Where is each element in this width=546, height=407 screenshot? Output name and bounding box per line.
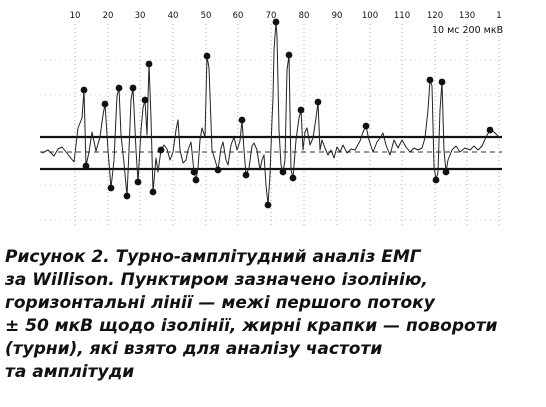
turn-point xyxy=(123,192,131,200)
turn-point xyxy=(129,84,137,92)
turn-point xyxy=(82,162,90,170)
tick-label: 30 xyxy=(135,11,146,21)
turn-point xyxy=(190,168,198,176)
scale-label: 10 мс 200 мкВ xyxy=(432,25,503,36)
turn-point xyxy=(141,96,149,104)
turn-point xyxy=(432,176,440,184)
tick-label: 100 xyxy=(362,11,378,21)
emg-trace xyxy=(41,21,501,206)
turn-point xyxy=(442,168,450,176)
caption-line: горизонтальні лінії — межі першого поток… xyxy=(5,293,435,313)
emg-chart: 10 20 30 40 50 60 70 80 90 100 110 120 130 1 10 мс 20… xyxy=(40,11,503,228)
turn-point xyxy=(242,171,250,179)
turn-point xyxy=(238,116,246,124)
tick-label: 80 xyxy=(299,11,310,21)
turn-point xyxy=(149,188,157,196)
turn-point xyxy=(362,122,370,130)
turn-point xyxy=(101,100,109,108)
emg-figure: 10 20 30 40 50 60 70 80 90 100 110 120 130 1 10 мс 20… xyxy=(40,11,503,228)
tick-label: 130 xyxy=(459,11,475,21)
caption-line: Рисунок 2. Турно-амплітудний аналіз ЕМГ xyxy=(5,247,421,267)
turn-point xyxy=(438,78,446,86)
turn-point xyxy=(115,84,123,92)
tick-label: 110 xyxy=(394,11,410,21)
turn-point xyxy=(426,76,434,84)
tick-label: 10 xyxy=(70,11,81,21)
turn-point xyxy=(264,201,272,209)
turn-point xyxy=(192,176,200,184)
turn-point xyxy=(486,126,494,134)
turn-point xyxy=(80,86,88,94)
turn-points xyxy=(80,18,494,209)
caption-line: (турни), які взято для аналізу частоти xyxy=(5,339,383,359)
tick-label: 120 xyxy=(427,11,443,21)
turn-point xyxy=(289,174,297,182)
caption-line: ± 50 мкВ щодо ізолінії, жирні крапки — п… xyxy=(5,316,498,336)
tick-label: 70 xyxy=(266,11,277,21)
tick-label: 50 xyxy=(201,11,212,21)
turn-point xyxy=(314,98,322,106)
turn-point xyxy=(157,146,165,154)
turn-point xyxy=(285,51,293,59)
turn-point xyxy=(279,168,287,176)
tick-label: 20 xyxy=(103,11,114,21)
turn-point xyxy=(134,178,142,186)
caption-line: за Willison. Пунктиром зазначено ізоліні… xyxy=(5,270,428,290)
turn-point xyxy=(145,60,153,68)
figure-caption: Рисунок 2. Турно-амплітудний аналіз ЕМГ … xyxy=(5,246,541,384)
tick-label: 1 xyxy=(496,11,501,21)
grid xyxy=(40,24,502,228)
turn-point xyxy=(214,166,222,174)
tick-label: 60 xyxy=(233,11,244,21)
tick-label: 40 xyxy=(168,11,179,21)
tick-labels: 10 20 30 40 50 60 70 80 90 100 110 120 130 1 xyxy=(70,11,502,21)
turn-point xyxy=(203,52,211,60)
caption-line: та амплітуди xyxy=(5,362,135,382)
tick-label: 90 xyxy=(332,11,343,21)
turn-point xyxy=(107,184,115,192)
turn-point xyxy=(297,106,305,114)
turn-point xyxy=(272,18,280,26)
